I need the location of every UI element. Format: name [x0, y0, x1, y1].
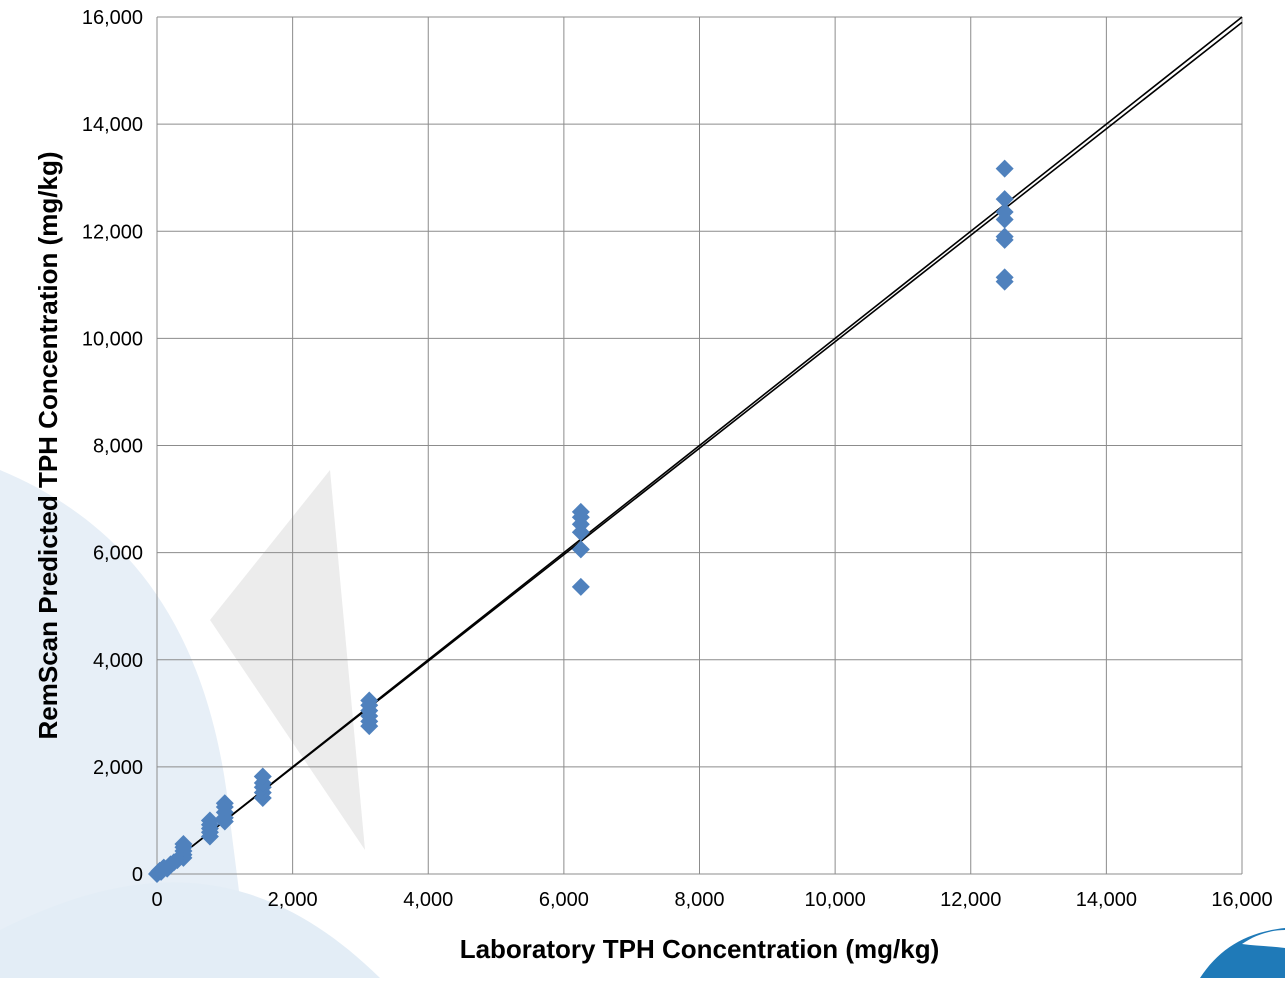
- x-tick-label: 10,000: [805, 889, 866, 911]
- plot-area: [148, 16, 1243, 883]
- data-point: [571, 502, 590, 521]
- y-tick-label: 2,000: [93, 757, 143, 779]
- reference-line: [156, 21, 1243, 875]
- x-axis-title: Laboratory TPH Concentration (mg/kg): [460, 934, 940, 964]
- x-tick-label: 14,000: [1076, 889, 1137, 911]
- x-tick-label: 6,000: [539, 889, 589, 911]
- data-point: [995, 190, 1014, 209]
- y-tick-label: 16,000: [82, 7, 143, 29]
- data-point: [995, 202, 1014, 221]
- data-point: [995, 268, 1014, 287]
- data-point: [571, 577, 590, 596]
- data-point: [995, 159, 1014, 178]
- logo-mark-accent: [1242, 930, 1285, 948]
- y-tick-label: 4,000: [93, 650, 143, 672]
- y-tick-label: 12,000: [82, 221, 143, 243]
- y-tick-label: 0: [132, 864, 143, 886]
- x-tick-label: 4,000: [403, 889, 453, 911]
- x-tick-label: 8,000: [674, 889, 724, 911]
- data-point: [174, 835, 193, 854]
- y-tick-label: 14,000: [82, 114, 143, 136]
- data-point: [995, 227, 1014, 246]
- data-point: [215, 794, 234, 813]
- data-point: [571, 540, 590, 559]
- y-tick-label: 10,000: [82, 328, 143, 350]
- x-tick-label: 0: [151, 889, 162, 911]
- x-tick-label: 16,000: [1211, 889, 1272, 911]
- x-tick-label: 12,000: [940, 889, 1001, 911]
- y-axis-title: RemScan Predicted TPH Concentration (mg/…: [33, 152, 63, 740]
- watermark-arc: [0, 882, 380, 978]
- y-tick-label: 6,000: [93, 543, 143, 565]
- data-point: [253, 767, 272, 786]
- data-point: [200, 811, 219, 830]
- x-tick-label: 2,000: [268, 889, 318, 911]
- y-tick-label: 8,000: [93, 436, 143, 458]
- axis-text-layer: Laboratory TPH Concentration (mg/kg) Rem…: [33, 7, 1273, 964]
- data-point: [360, 691, 379, 710]
